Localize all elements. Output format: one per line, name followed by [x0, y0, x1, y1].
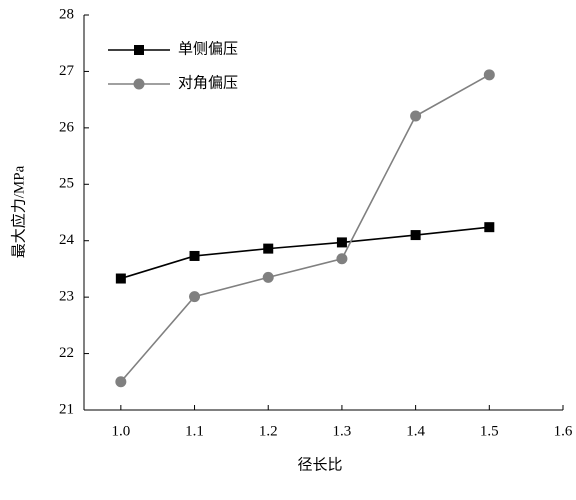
data-point — [336, 253, 348, 265]
legend-marker — [134, 45, 144, 55]
y-tick-label: 25 — [59, 176, 74, 192]
x-tick-label: 1.1 — [185, 423, 204, 439]
data-point — [483, 69, 495, 81]
data-point — [410, 230, 421, 241]
data-point — [115, 273, 126, 284]
y-tick-label: 24 — [59, 232, 75, 248]
data-point — [336, 237, 347, 248]
x-axis-label: 径长比 — [297, 456, 342, 473]
y-tick-label: 27 — [59, 63, 75, 79]
y-tick-label: 22 — [59, 345, 74, 361]
x-tick-label: 1.3 — [333, 423, 352, 439]
x-tick-label: 1.2 — [259, 423, 278, 439]
y-tick-label: 23 — [59, 289, 74, 305]
data-point — [189, 291, 201, 303]
series-line — [120, 226, 490, 280]
data-point — [484, 222, 495, 233]
y-tick-label: 28 — [59, 6, 74, 22]
series-line — [120, 74, 490, 383]
y-tick-label: 26 — [59, 119, 75, 135]
x-tick-label: 1.0 — [111, 423, 130, 439]
legend-marker — [133, 78, 145, 90]
data-point — [263, 243, 274, 254]
x-tick-label: 1.6 — [554, 423, 573, 439]
data-point — [115, 376, 127, 388]
x-tick-label: 1.5 — [480, 423, 499, 439]
y-axis-label: 最大应力/MPa — [9, 165, 27, 258]
legend-label: 对角偏压 — [178, 74, 238, 91]
data-point — [262, 271, 274, 283]
y-tick-label: 21 — [59, 401, 74, 417]
x-tick-label: 1.4 — [406, 423, 425, 439]
data-point — [410, 110, 422, 122]
data-point — [189, 250, 200, 261]
legend-label: 单侧偏压 — [178, 40, 238, 57]
